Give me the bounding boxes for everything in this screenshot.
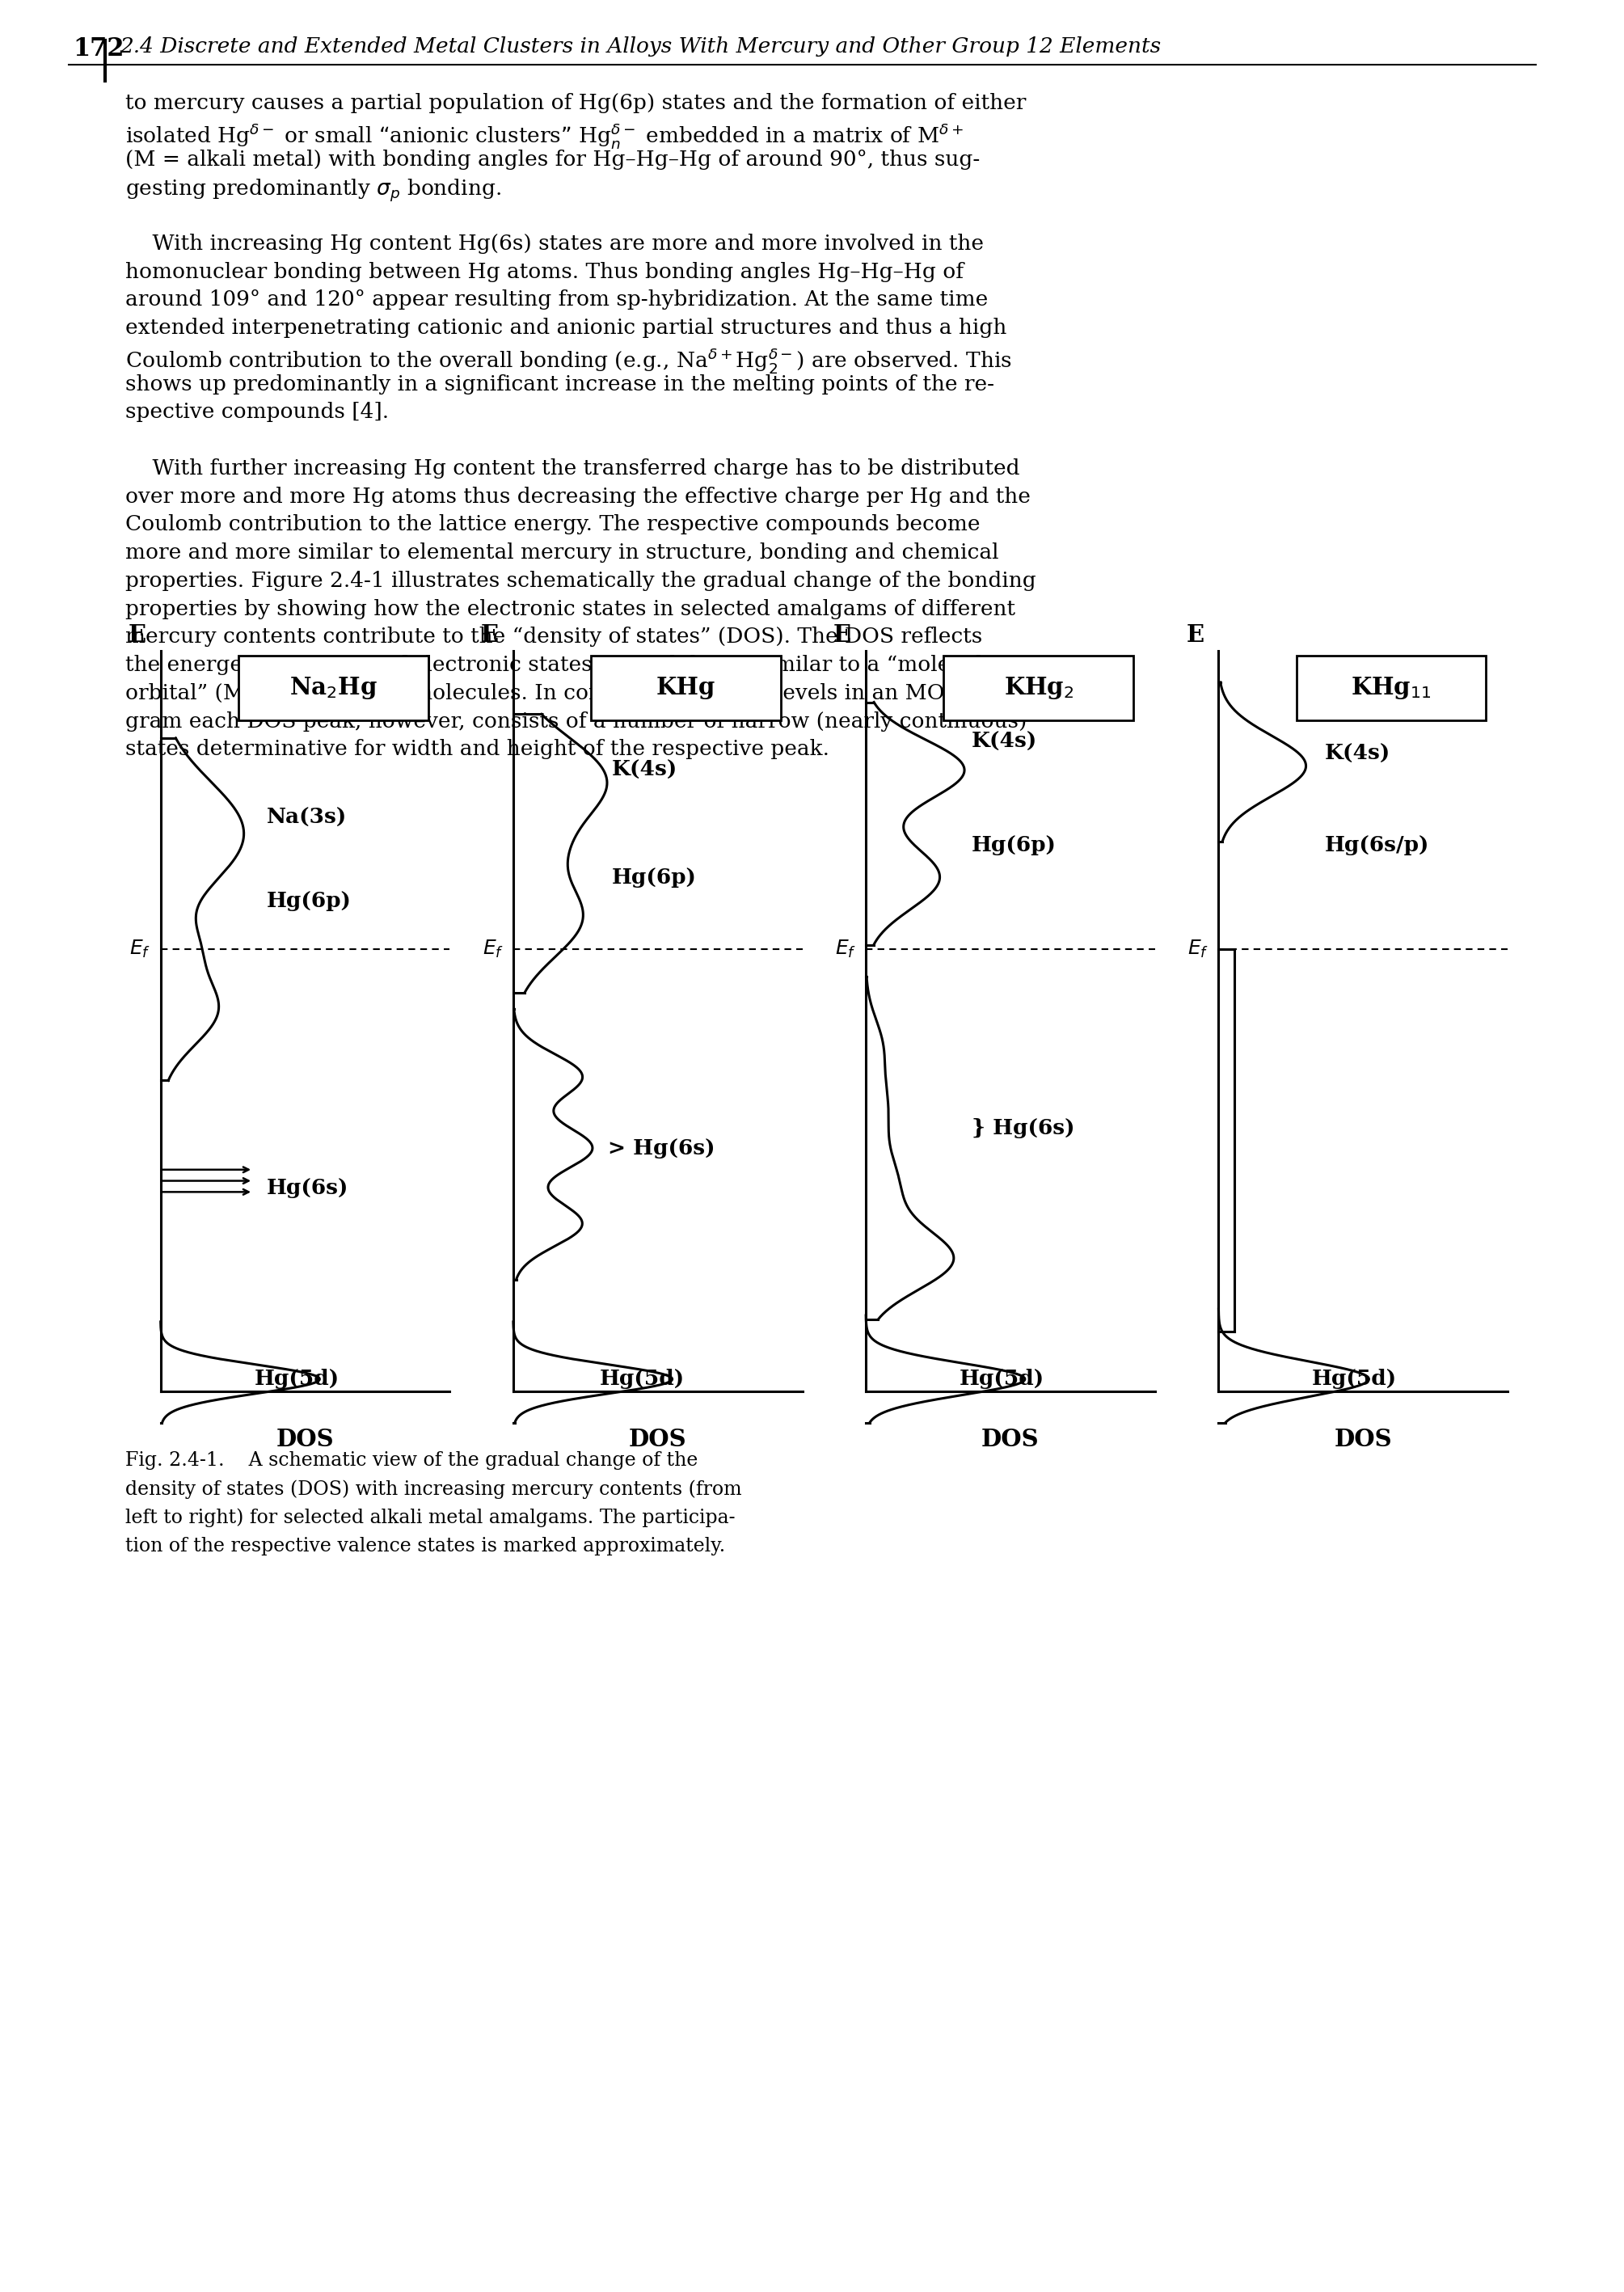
Text: > Hg(6s): > Hg(6s) [607,1139,715,1157]
Text: 172: 172 [73,37,123,62]
Text: (M = alkali metal) with bonding angles for Hg–Hg–Hg of around 90°, thus sug-: (M = alkali metal) with bonding angles f… [125,149,979,170]
Text: Na(3s): Na(3s) [266,807,346,827]
Text: properties. Figure 2.4-1 illustrates schematically the gradual change of the bon: properties. Figure 2.4-1 illustrates sch… [125,571,1036,591]
Text: Hg(6s/p): Hg(6s/p) [1324,837,1429,855]
Text: E: E [833,623,851,646]
Text: homonuclear bonding between Hg atoms. Thus bonding angles Hg–Hg–Hg of: homonuclear bonding between Hg atoms. Th… [125,261,963,282]
Text: Hg(6s): Hg(6s) [266,1178,348,1199]
Text: Coulomb contribution to the lattice energy. The respective compounds become: Coulomb contribution to the lattice ener… [125,513,981,534]
Text: more and more similar to elemental mercury in structure, bonding and chemical: more and more similar to elemental mercu… [125,543,999,564]
Text: over more and more Hg atoms thus decreasing the effective charge per Hg and the: over more and more Hg atoms thus decreas… [125,486,1031,507]
Text: Hg(6p): Hg(6p) [612,866,697,887]
Text: isolated Hg$^{\delta-}$ or small “anionic clusters” Hg$_n^{\delta-}$ embedded in: isolated Hg$^{\delta-}$ or small “anioni… [125,121,963,151]
Text: With increasing Hg content Hg(6s) states are more and more involved in the: With increasing Hg content Hg(6s) states… [125,234,984,254]
Text: Hg(5d): Hg(5d) [960,1368,1044,1389]
Text: shows up predominantly in a significant increase in the melting points of the re: shows up predominantly in a significant … [125,374,994,394]
FancyBboxPatch shape [1296,656,1486,720]
Text: K(4s): K(4s) [612,759,677,779]
Text: $E_f$: $E_f$ [482,937,503,960]
Text: E: E [1186,623,1203,646]
Text: gram each DOS peak, however, consists of a number of narrow (nearly continuous): gram each DOS peak, however, consists of… [125,711,1026,731]
FancyBboxPatch shape [591,656,781,720]
Text: KHg$_2$: KHg$_2$ [1004,674,1073,701]
Text: states determinative for width and height of the respective peak.: states determinative for width and heigh… [125,738,830,759]
Text: $E_f$: $E_f$ [130,937,151,960]
Text: 2.4 Discrete and Extended Metal Clusters in Alloys With Mercury and Other Group : 2.4 Discrete and Extended Metal Clusters… [120,37,1161,57]
FancyBboxPatch shape [944,656,1134,720]
Text: Hg(5d): Hg(5d) [1312,1368,1397,1389]
FancyBboxPatch shape [239,656,429,720]
Text: With further increasing Hg content the transferred charge has to be distributed: With further increasing Hg content the t… [125,458,1020,479]
Text: the energetic sequence of electronic states in a solid very similar to a “molecu: the energetic sequence of electronic sta… [125,656,1005,676]
Text: Na$_2$Hg: Na$_2$Hg [289,674,377,701]
Text: properties by showing how the electronic states in selected amalgams of differen: properties by showing how the electronic… [125,598,1015,619]
Text: orbital” (MO) diagram for molecules. In contrast to the MO levels in an MO dia-: orbital” (MO) diagram for molecules. In … [125,683,992,704]
Text: Hg(6p): Hg(6p) [266,892,351,912]
Text: DOS: DOS [628,1428,687,1451]
Text: Hg(5d): Hg(5d) [599,1368,685,1389]
Text: DOS: DOS [1335,1428,1392,1451]
Text: K(4s): K(4s) [971,731,1038,752]
Text: E: E [481,623,499,646]
Text: E: E [128,623,146,646]
Text: Coulomb contribution to the overall bonding (e.g., Na$^{\delta+}$Hg$_2^{\delta-}: Coulomb contribution to the overall bond… [125,346,1012,376]
Text: Hg(5d): Hg(5d) [255,1368,339,1389]
Text: DOS: DOS [276,1428,335,1451]
Text: gesting predominantly $\sigma_p$ bonding.: gesting predominantly $\sigma_p$ bonding… [125,176,502,204]
Text: Fig. 2.4-1.    A schematic view of the gradual change of the
density of states (: Fig. 2.4-1. A schematic view of the grad… [125,1451,742,1556]
Text: $E_f$: $E_f$ [1187,937,1208,960]
Text: mercury contents contribute to the “density of states” (DOS). The DOS reflects: mercury contents contribute to the “dens… [125,626,983,646]
Text: DOS: DOS [981,1428,1039,1451]
Text: around 109° and 120° appear resulting from sp-hybridization. At the same time: around 109° and 120° appear resulting fr… [125,289,987,309]
Text: Hg(6p): Hg(6p) [971,837,1057,855]
Text: K(4s): K(4s) [1324,745,1390,763]
Text: KHg$_{11}$: KHg$_{11}$ [1351,674,1431,701]
Text: KHg: KHg [656,676,716,699]
Text: spective compounds [4].: spective compounds [4]. [125,401,388,422]
Text: } Hg(6s): } Hg(6s) [971,1118,1075,1139]
Text: extended interpenetrating cationic and anionic partial structures and thus a hig: extended interpenetrating cationic and a… [125,319,1007,337]
Text: to mercury causes a partial population of Hg(6p) states and the formation of eit: to mercury causes a partial population o… [125,94,1026,112]
Text: $E_f$: $E_f$ [835,937,856,960]
